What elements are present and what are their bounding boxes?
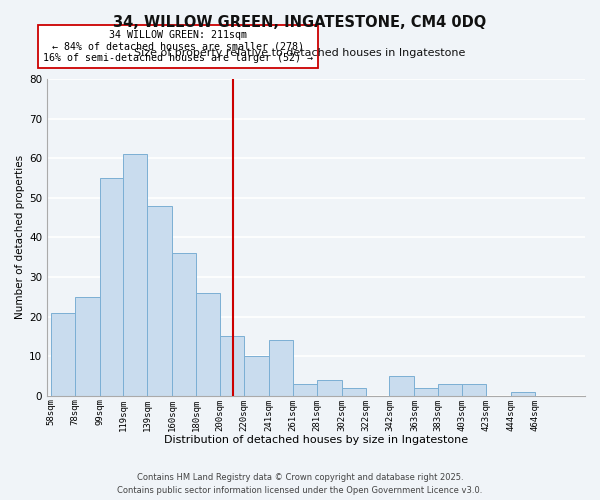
Text: Contains HM Land Registry data © Crown copyright and database right 2025.
Contai: Contains HM Land Registry data © Crown c…: [118, 473, 482, 495]
Bar: [51, 312, 74, 396]
Bar: [439, 384, 462, 396]
Bar: [220, 336, 244, 396]
Text: Size of property relative to detached houses in Ingatestone: Size of property relative to detached ho…: [134, 48, 466, 58]
Bar: [148, 206, 172, 396]
Text: 34, WILLOW GREEN, INGATESTONE, CM4 0DQ: 34, WILLOW GREEN, INGATESTONE, CM4 0DQ: [113, 15, 487, 30]
Bar: [124, 154, 148, 396]
Bar: [317, 380, 342, 396]
Bar: [269, 340, 293, 396]
Bar: [342, 388, 365, 396]
Bar: [100, 178, 124, 396]
Bar: [511, 392, 535, 396]
Bar: [389, 376, 415, 396]
Bar: [172, 253, 196, 396]
Bar: [462, 384, 486, 396]
Bar: [196, 293, 220, 396]
Text: 34 WILLOW GREEN: 211sqm
← 84% of detached houses are smaller (278)
16% of semi-d: 34 WILLOW GREEN: 211sqm ← 84% of detache…: [43, 30, 313, 63]
Y-axis label: Number of detached properties: Number of detached properties: [15, 156, 25, 320]
Bar: [293, 384, 317, 396]
Bar: [415, 388, 439, 396]
X-axis label: Distribution of detached houses by size in Ingatestone: Distribution of detached houses by size …: [164, 435, 468, 445]
Bar: [244, 356, 269, 396]
Bar: [74, 297, 100, 396]
